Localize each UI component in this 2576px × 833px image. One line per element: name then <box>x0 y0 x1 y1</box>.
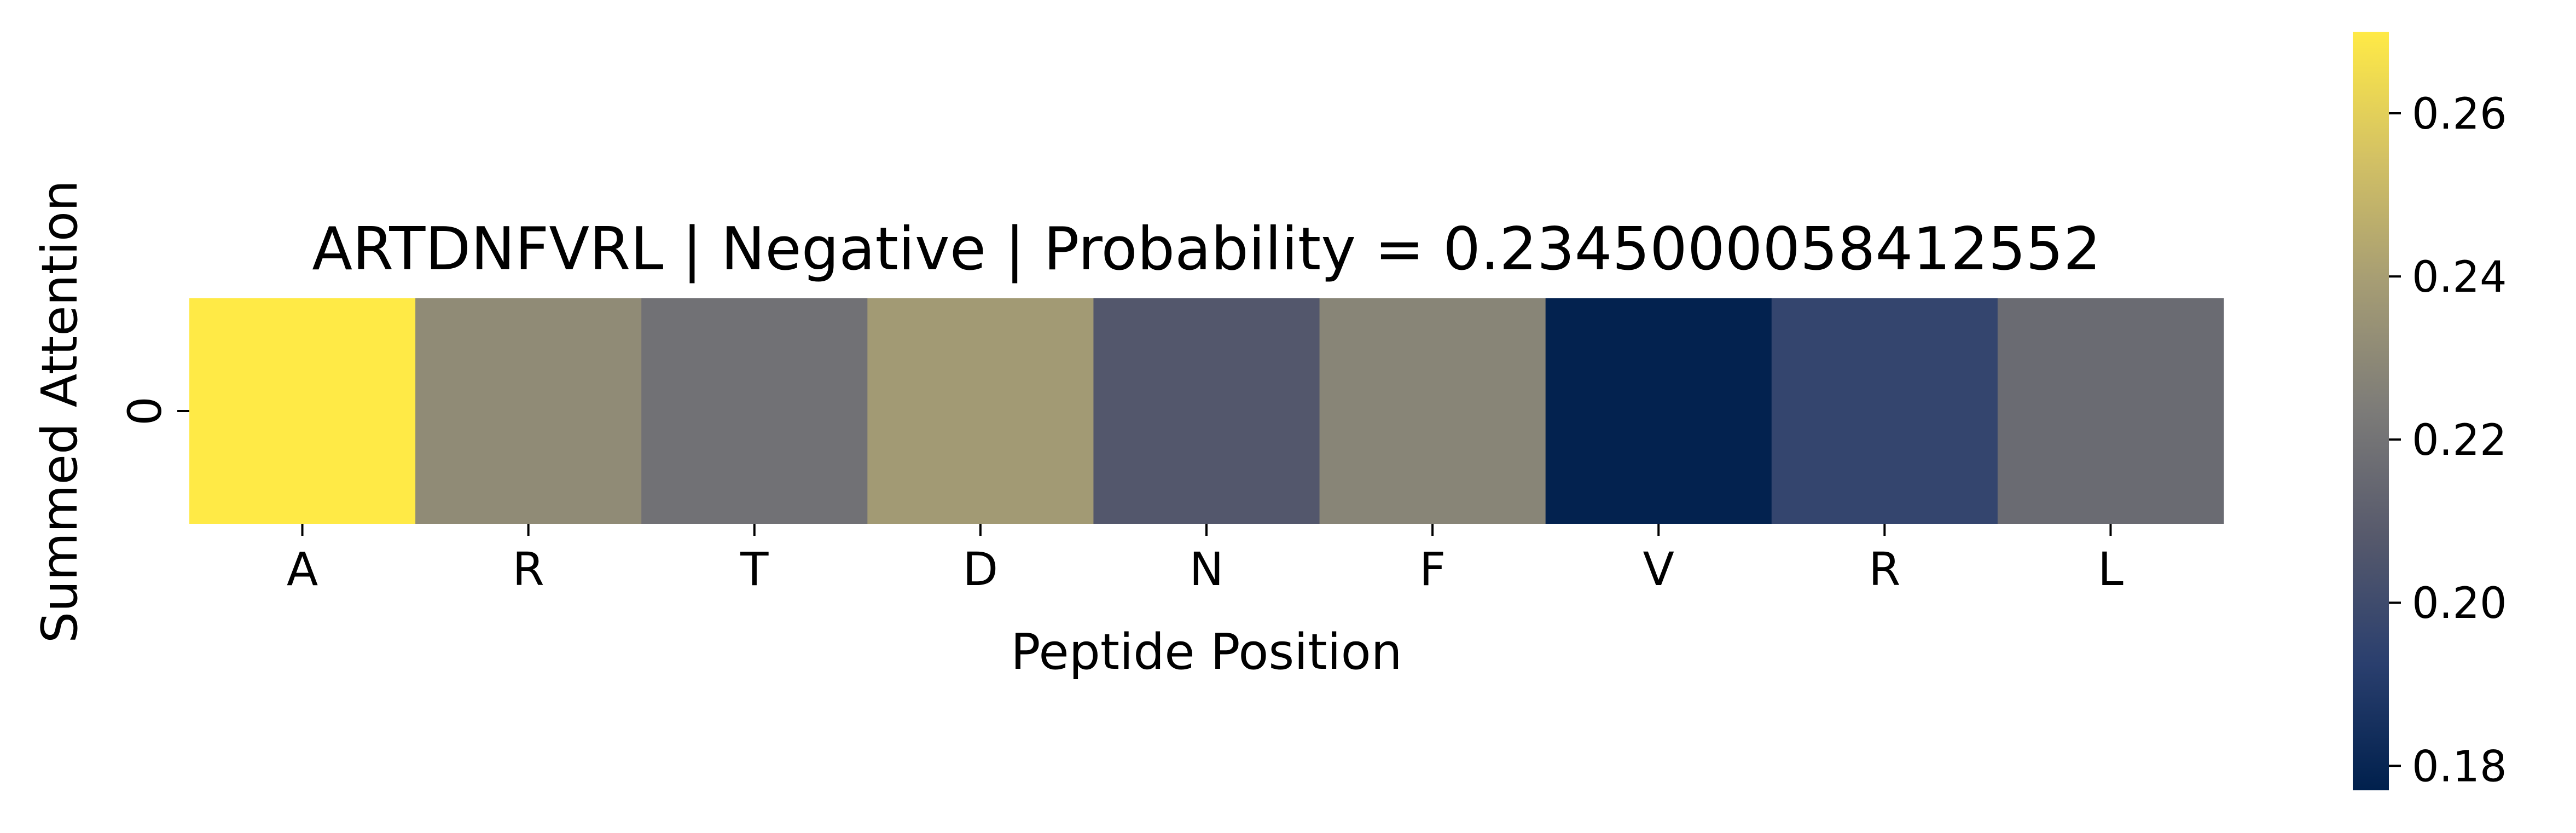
heatmap-cell <box>415 298 642 524</box>
colorbar <box>2353 32 2389 790</box>
x-tick-label: F <box>1419 542 1446 596</box>
colorbar-ticks: 0.18 0.20 0.22 0.24 0.26 <box>2389 90 2507 791</box>
heatmap-cell <box>1771 298 1998 524</box>
x-tick-label: N <box>1190 542 1224 596</box>
heatmap-cell <box>1093 298 1320 524</box>
colorbar-tick-label: 0.22 <box>2412 416 2507 465</box>
heatmap-cell <box>1319 298 1546 524</box>
x-tick-label: R <box>512 542 544 596</box>
x-axis-label: Peptide Position <box>1011 623 1402 681</box>
x-tick-label: R <box>1869 542 1900 596</box>
heatmap-cell <box>1997 298 2224 524</box>
y-axis-ticks: 0 <box>118 396 189 426</box>
x-tick-label: A <box>287 542 318 596</box>
heatmap-cells <box>189 298 2224 524</box>
x-tick-label: V <box>1643 542 1674 596</box>
colorbar-tick-label: 0.18 <box>2412 742 2507 791</box>
colorbar-tick-label: 0.26 <box>2412 90 2507 139</box>
x-tick-label: D <box>963 542 999 596</box>
colorbar-tick-label: 0.24 <box>2412 253 2507 302</box>
heatmap-cell <box>867 298 1094 524</box>
y-axis-label: Summed Attention <box>31 180 89 643</box>
heatmap-cell <box>189 298 416 524</box>
heatmap-cell <box>641 298 868 524</box>
chart-title: ARTDNFVRL | Negative | Probability = 0.2… <box>312 215 2101 284</box>
heatmap-cell <box>1545 298 1772 524</box>
y-tick-label: 0 <box>118 396 172 425</box>
x-tick-label: T <box>740 542 769 596</box>
colorbar-tick-label: 0.20 <box>2412 579 2507 628</box>
x-tick-label: L <box>2098 542 2124 596</box>
